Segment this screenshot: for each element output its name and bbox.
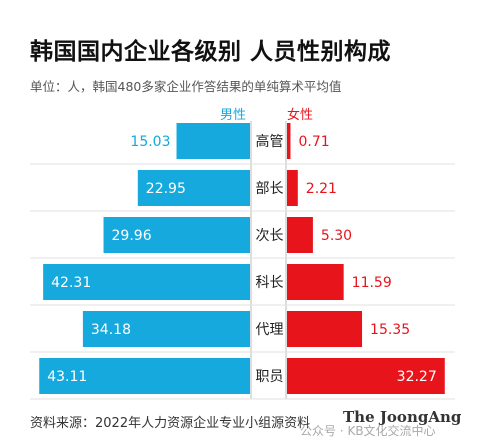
male-value-label: 43.11 (47, 369, 87, 385)
female-value-label: 32.27 (397, 369, 437, 385)
source-note: 资料来源：2022年人力资源企业专业小组源资料 (30, 416, 311, 431)
female-bar (287, 170, 298, 206)
female-value-label: 11.59 (352, 275, 392, 291)
female-value-label: 15.35 (370, 322, 410, 338)
male-value-label: 15.03 (130, 134, 170, 150)
male-bar (82, 311, 250, 347)
male-bar (176, 123, 250, 159)
male-value-label: 42.31 (51, 275, 91, 291)
male-value-label: 34.18 (91, 322, 131, 338)
category-label: 次长 (256, 228, 284, 244)
legend-female: 女性 (287, 108, 314, 123)
legend-male: 男性 (220, 108, 247, 123)
category-label: 代理 (256, 322, 284, 338)
male-value-label: 29.96 (112, 228, 152, 244)
female-bar (287, 358, 445, 394)
publisher-logo: The JoongAng (343, 408, 462, 426)
female-bar (287, 123, 291, 159)
watermark-text: 公众号 · KB文化交流中心 (300, 424, 436, 438)
female-bar (287, 311, 363, 347)
male-bar (43, 264, 251, 300)
male-bar (39, 358, 250, 394)
category-label: 职员 (256, 369, 284, 385)
category-label: 高管 (256, 133, 284, 150)
category-label: 科长 (256, 275, 284, 291)
male-bar (137, 170, 250, 206)
female-value-label: 5.30 (321, 228, 352, 244)
category-label: 部长 (256, 181, 284, 197)
male-bar (103, 217, 250, 253)
male-value-label: 22.95 (146, 181, 186, 197)
chart-subtitle: 单位：人，韩国480多家企业作答结果的单纯算术平均值 (30, 79, 342, 94)
female-bar (287, 217, 313, 253)
female-value-label: 2.21 (306, 181, 337, 197)
female-bar (287, 264, 344, 300)
chart-title: 韩国国内企业各级别 人员性别构成 (30, 39, 392, 65)
female-value-label: 0.71 (298, 134, 329, 150)
